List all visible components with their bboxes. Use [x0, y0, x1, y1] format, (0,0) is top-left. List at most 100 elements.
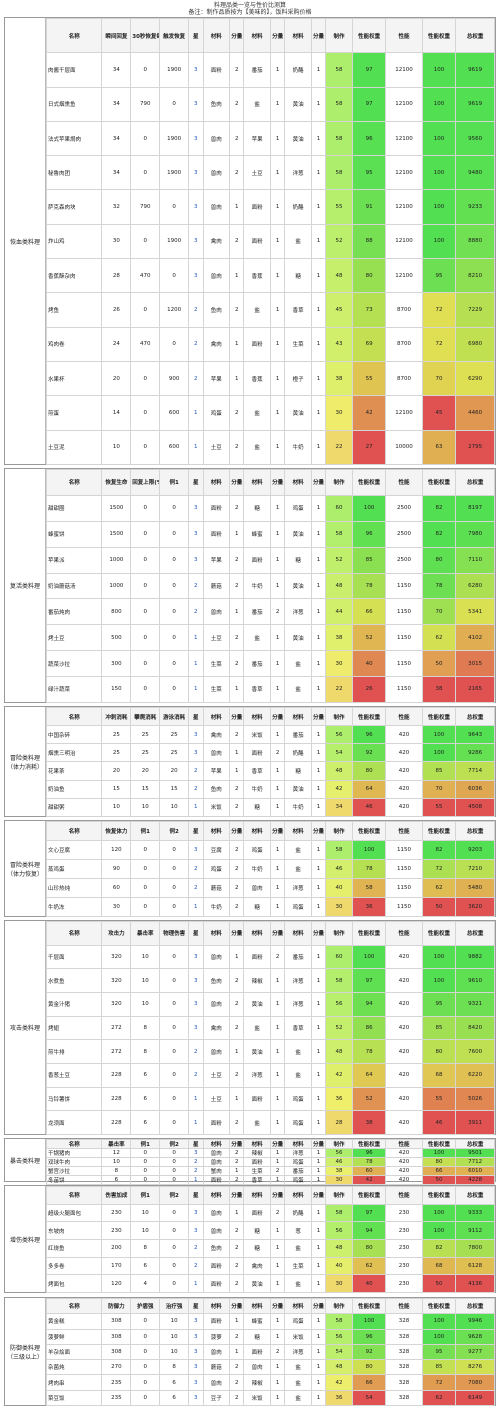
cell: 3 — [188, 1148, 204, 1158]
cell: 6 — [130, 1110, 161, 1135]
cell: 96 — [351, 725, 387, 745]
cell: 2 — [228, 725, 245, 745]
cell: 308 — [101, 1343, 132, 1361]
dish-name: 烤面包 — [45, 1274, 103, 1293]
cell: 鸡蛋 — [284, 1110, 312, 1135]
cell: 橙子 — [284, 360, 312, 397]
cell: 96 — [351, 120, 387, 157]
cell: 9643 — [455, 725, 495, 745]
dish-name: 土豆泥 — [45, 429, 103, 465]
cell: 禽肉 — [202, 1015, 230, 1041]
cell: 3 — [188, 155, 204, 191]
cell: 64 — [351, 779, 387, 799]
cell: 2795 — [455, 429, 495, 465]
cell: 0 — [130, 223, 161, 260]
cell: 55 — [351, 360, 387, 397]
section: 冒险类料理（体力消耗） 名称 冲刺消耗 攀爬消耗 游泳消耗星材料 分量 材料 分量 材料 分量 制作… — [4, 706, 496, 817]
cell: 洋葱 — [284, 968, 312, 993]
dish-name: 双球牛肉 — [45, 1157, 103, 1167]
cell: 36 — [325, 1086, 353, 1112]
cell: 5341 — [455, 598, 495, 626]
column-header: 材料 — [202, 17, 230, 54]
cell: 200 — [101, 1238, 132, 1258]
cell: 0 — [130, 1148, 161, 1158]
cell: 1 — [310, 546, 327, 574]
dish-name: 肉酱千层面 — [45, 52, 103, 88]
cell: 92 — [351, 743, 387, 763]
cell: 36 — [351, 897, 387, 917]
cell: 0 — [159, 598, 190, 626]
column-header: 总权重 — [455, 821, 495, 841]
cell: 1 — [310, 944, 327, 970]
column-header: 性能权重 — [421, 921, 457, 946]
cell: 土豆 — [202, 429, 230, 465]
cell: 0 — [159, 494, 190, 522]
cell: 54 — [325, 1343, 353, 1361]
cell: 12100 — [385, 120, 423, 157]
cell: 2165 — [455, 676, 495, 703]
cell: 900 — [159, 360, 190, 397]
cell: 1 — [269, 1238, 286, 1258]
cell: 70 — [421, 598, 457, 626]
cell: 420 — [385, 743, 423, 763]
cell: 1 — [228, 1203, 245, 1223]
column-header: 性能 — [385, 1186, 423, 1205]
cell: 235 — [101, 1374, 132, 1391]
cell: 3 — [188, 494, 204, 522]
cell: 2 — [188, 1166, 204, 1176]
cell: 1 — [269, 897, 286, 917]
cell: 80 — [351, 761, 387, 781]
column-header: 名称 — [45, 1139, 103, 1149]
cell: 香蕉 — [243, 360, 271, 397]
cell: 2 — [188, 360, 204, 397]
cell: 糖 — [284, 258, 312, 294]
cell: 4102 — [455, 624, 495, 652]
column-header: 名称 — [45, 706, 103, 727]
cell: 2 — [228, 1015, 245, 1041]
cell: 8 — [130, 1039, 161, 1064]
cell: 38 — [325, 360, 353, 397]
cell: 10000 — [385, 429, 423, 465]
cell: 1 — [269, 761, 286, 781]
column-header: 性能 — [385, 821, 423, 841]
cell: 1150 — [385, 624, 423, 652]
cell: 64 — [351, 1062, 387, 1088]
data-row: 红烧鱼 200 8 0 2 鱼肉 2 糖 1 盐 1 48 80 230 82 7800 — [45, 1238, 495, 1258]
cell: 328 — [385, 1343, 423, 1361]
cell: 兽肉 — [202, 258, 230, 294]
cell: 面粉 — [202, 1110, 230, 1135]
cell: 2 — [228, 624, 245, 652]
cell: 2 — [228, 779, 245, 799]
cell: 黄油 — [243, 991, 271, 1017]
cell: 85 — [421, 1359, 457, 1376]
dish-name: 蔬菜沙拉 — [45, 650, 103, 677]
column-header: 名称 — [45, 1297, 103, 1315]
cell: 0 — [130, 520, 161, 548]
column-header: 分量 — [228, 1297, 245, 1315]
cell: 44 — [325, 598, 353, 626]
data-row: 花果茶 20 20 20 2 苹果 1 香草 1 糖 1 48 80 420 85 7714 — [45, 761, 495, 781]
cell: 面粉 — [243, 1203, 271, 1223]
cell: 面粉 — [202, 1256, 230, 1276]
cell: 糖 — [243, 897, 271, 917]
column-header: 例1 — [130, 1139, 161, 1149]
cell: 1 — [228, 761, 245, 781]
cell: 1 — [269, 1313, 286, 1330]
column-header: 分量 — [310, 921, 327, 946]
data-row: 文心豆腐 120 0 0 3 豆腐 2 鸡蛋 1 盐 1 58 100 1150 82 9203 — [45, 840, 495, 860]
cell: 2 — [269, 1166, 286, 1176]
cell: 328 — [385, 1389, 423, 1406]
section: 恢血类料理名称瞬间回复30秒恢复每5秒触发恢复星材料分量材料分量材料分量制作性能… — [4, 17, 496, 465]
data-table: 名称 防御力 护盾强 治疗强星材料 分量 材料 分量 材料 分量 制作 性能权重 性能 性能权重 总权重黄… — [45, 1297, 495, 1406]
cell: 8 — [130, 1015, 161, 1041]
dish-name: 冬苗饼 — [45, 1175, 103, 1185]
cell: 2 — [228, 1157, 245, 1167]
cell: 1 — [310, 1110, 327, 1135]
cell: 150 — [101, 676, 132, 703]
cell: 糖 — [243, 797, 271, 817]
section: 暴击类料理 名称 暴击率 例1 例2 星材料 分量 材料 分量 材料 分量 制作 性能权重 性能 性能权重总… — [4, 1138, 496, 1185]
cell: 1 — [310, 779, 327, 799]
cell: 48 — [325, 1359, 353, 1376]
column-header: 制作 — [325, 1186, 353, 1205]
column-header: 总权重 — [455, 1186, 495, 1205]
